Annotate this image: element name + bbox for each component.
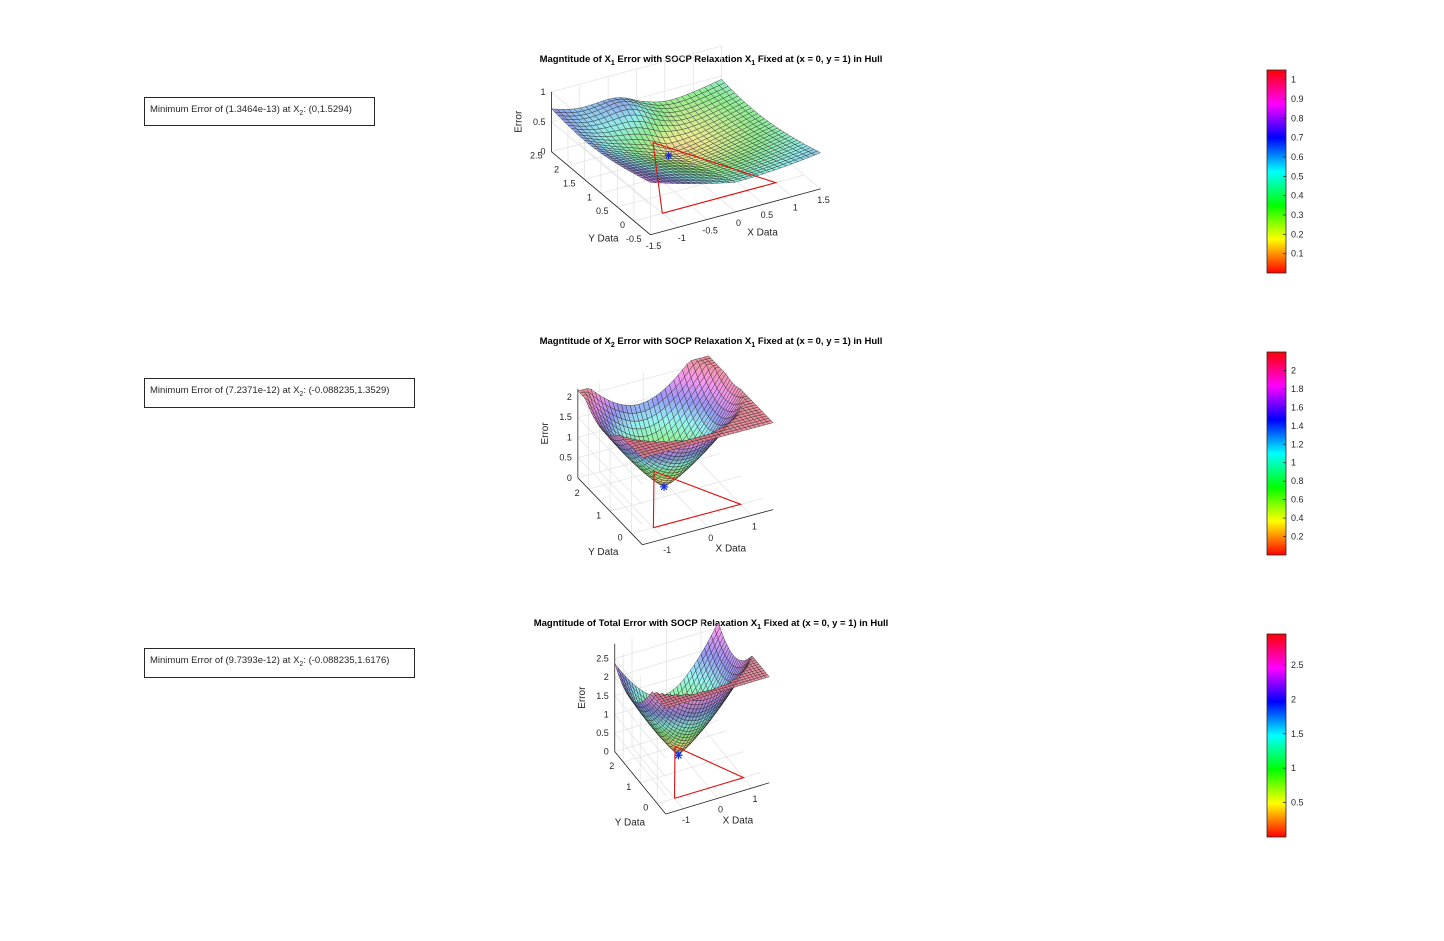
z-tick-label: 2.5 bbox=[596, 654, 609, 664]
z-tick-label: 0.5 bbox=[533, 117, 546, 127]
colorbar-tick-label: 0.4 bbox=[1291, 191, 1304, 201]
surface-plot-2: Magntitude of X2 Error with SOCP Relaxat… bbox=[540, 336, 1304, 558]
colorbar-tick-label: 1 bbox=[1291, 75, 1296, 85]
colorbar-tick-label: 1.2 bbox=[1291, 439, 1304, 449]
y-tick-label: 0.5 bbox=[596, 206, 609, 216]
chart-title: Magntitude of Total Error with SOCP Rela… bbox=[534, 618, 889, 631]
y-tick-label: 2 bbox=[575, 488, 580, 498]
z-tick-label: 0 bbox=[567, 473, 572, 483]
x-tick-label: 0 bbox=[736, 218, 741, 228]
colorbar: 0.1 0.2 0.3 0.4 0.5 0.6 0.7 0.8 0.9 1 bbox=[1266, 69, 1304, 274]
colorbar-tick-label: 1 bbox=[1291, 763, 1296, 773]
colorbar-tick-label: 1 bbox=[1291, 458, 1296, 468]
x-tick-label: -1 bbox=[678, 233, 686, 243]
convex-hull-outline bbox=[652, 470, 743, 529]
error-surface bbox=[577, 355, 774, 487]
x-axis-label: X Data bbox=[716, 544, 747, 555]
colorbar-tick-label: 0.6 bbox=[1291, 152, 1304, 162]
x-tick-label: -0.5 bbox=[702, 226, 718, 236]
z-tick-label: 0 bbox=[604, 747, 609, 757]
min-error-annotation-x2: Minimum Error of (7.2371e-12) at X2: (-0… bbox=[144, 378, 415, 408]
error-surface bbox=[551, 79, 821, 184]
y-tick-label: 0 bbox=[643, 803, 648, 813]
y-tick-label: 0 bbox=[618, 533, 623, 543]
minimum-marker bbox=[660, 482, 669, 491]
x-tick-label: 0.5 bbox=[761, 210, 774, 220]
y-tick-label: 2.5 bbox=[530, 151, 543, 161]
x-tick-label: 1 bbox=[793, 203, 798, 213]
minimum-marker bbox=[674, 751, 683, 760]
x-axis-label: X Data bbox=[723, 815, 754, 826]
colorbar-tick-label: 0.8 bbox=[1291, 476, 1304, 486]
y-tick-label: 1 bbox=[587, 192, 592, 202]
chart-title: Magntitude of X1 Error with SOCP Relaxat… bbox=[540, 54, 883, 67]
z-axis-label: Error bbox=[540, 422, 551, 445]
x-tick-label: 1 bbox=[752, 522, 757, 532]
z-tick-label: 1 bbox=[567, 432, 572, 442]
colorbar-tick-label: 0.8 bbox=[1291, 113, 1304, 123]
colorbar-tick-label: 0.2 bbox=[1291, 532, 1304, 542]
colorbar-tick-label: 1.6 bbox=[1291, 402, 1304, 412]
x-tick-label: 0 bbox=[708, 533, 713, 543]
y-axis-label: Y Data bbox=[615, 817, 646, 828]
y-axis-label: Y Data bbox=[588, 233, 619, 244]
colorbar-tick-label: 1.4 bbox=[1291, 421, 1304, 431]
y-tick-label: 2 bbox=[554, 165, 559, 175]
colorbar-tick-label: 0.7 bbox=[1291, 133, 1304, 143]
z-tick-label: 1 bbox=[604, 709, 609, 719]
y-tick-label: 2 bbox=[609, 761, 614, 771]
z-tick-label: 0.5 bbox=[596, 728, 609, 738]
axes-lines bbox=[577, 388, 774, 546]
colorbar-tick-label: 1.5 bbox=[1291, 729, 1304, 739]
colorbar-tick-label: 0.5 bbox=[1291, 171, 1304, 181]
x-tick-label: -1 bbox=[682, 815, 690, 825]
y-tick-label: -0.5 bbox=[626, 234, 642, 244]
z-tick-label: 0 bbox=[540, 147, 545, 157]
axes-lines bbox=[614, 643, 770, 815]
z-tick-label: 1.5 bbox=[596, 691, 609, 701]
min-error-annotation-x1: Minimum Error of (1.3464e-13) at X2: (0,… bbox=[144, 97, 375, 126]
x-axis-label: X Data bbox=[747, 227, 778, 238]
convex-hull-outline bbox=[652, 141, 778, 214]
y-axis-label: Y Data bbox=[588, 547, 619, 558]
z-axis-label: Error bbox=[514, 110, 525, 133]
surface-plot-3: Magntitude of Total Error with SOCP Rela… bbox=[534, 617, 1304, 838]
z-tick-label: 1 bbox=[540, 87, 545, 97]
z-tick-label: 1.5 bbox=[559, 412, 572, 422]
y-tick-label: 1 bbox=[596, 510, 601, 520]
colorbar-tick-label: 2 bbox=[1291, 366, 1296, 376]
colorbar: 0.5 1 1.5 2 2.5 bbox=[1266, 633, 1304, 838]
colorbar: 0.2 0.4 0.6 0.8 1 1.2 1.4 1.6 1.8 2 bbox=[1266, 351, 1304, 556]
z-axis-label: Error bbox=[577, 686, 588, 709]
y-tick-label: 0 bbox=[620, 220, 625, 230]
colorbar-tick-label: 0.5 bbox=[1291, 798, 1304, 808]
x-tick-label: -1 bbox=[663, 545, 671, 555]
colorbar-tick-label: 0.3 bbox=[1291, 210, 1304, 220]
colorbar-tick-label: 0.9 bbox=[1291, 94, 1304, 104]
minimum-marker bbox=[664, 151, 673, 160]
colorbar-tick-label: 2.5 bbox=[1291, 660, 1304, 670]
x-tick-label: -1.5 bbox=[646, 241, 662, 251]
y-tick-label: 1.5 bbox=[563, 178, 576, 188]
min-error-annotation-total: Minimum Error of (9.7393e-12) at X2: (-0… bbox=[144, 648, 415, 678]
colorbar-tick-label: 2 bbox=[1291, 694, 1296, 704]
z-tick-label: 0.5 bbox=[559, 453, 572, 463]
surface-plot-1: Magntitude of X1 Error with SOCP Relaxat… bbox=[514, 45, 1304, 274]
x-tick-label: 0 bbox=[718, 804, 723, 814]
x-tick-label: 1 bbox=[752, 794, 757, 804]
convex-hull-outline bbox=[673, 745, 746, 799]
colorbar-tick-label: 0.6 bbox=[1291, 495, 1304, 505]
colorbar-tick-label: 0.1 bbox=[1291, 249, 1304, 259]
axes-lines bbox=[551, 91, 821, 236]
y-tick-label: 1 bbox=[626, 782, 631, 792]
colorbar-tick-label: 0.4 bbox=[1291, 513, 1304, 523]
colorbar-tick-label: 0.2 bbox=[1291, 229, 1304, 239]
z-tick-label: 2 bbox=[604, 672, 609, 682]
error-surface bbox=[614, 621, 770, 756]
z-tick-label: 2 bbox=[567, 392, 572, 402]
colorbar-tick-label: 1.8 bbox=[1291, 384, 1304, 394]
chart-title: Magntitude of X2 Error with SOCP Relaxat… bbox=[540, 336, 883, 349]
x-tick-label: 1.5 bbox=[817, 195, 830, 205]
